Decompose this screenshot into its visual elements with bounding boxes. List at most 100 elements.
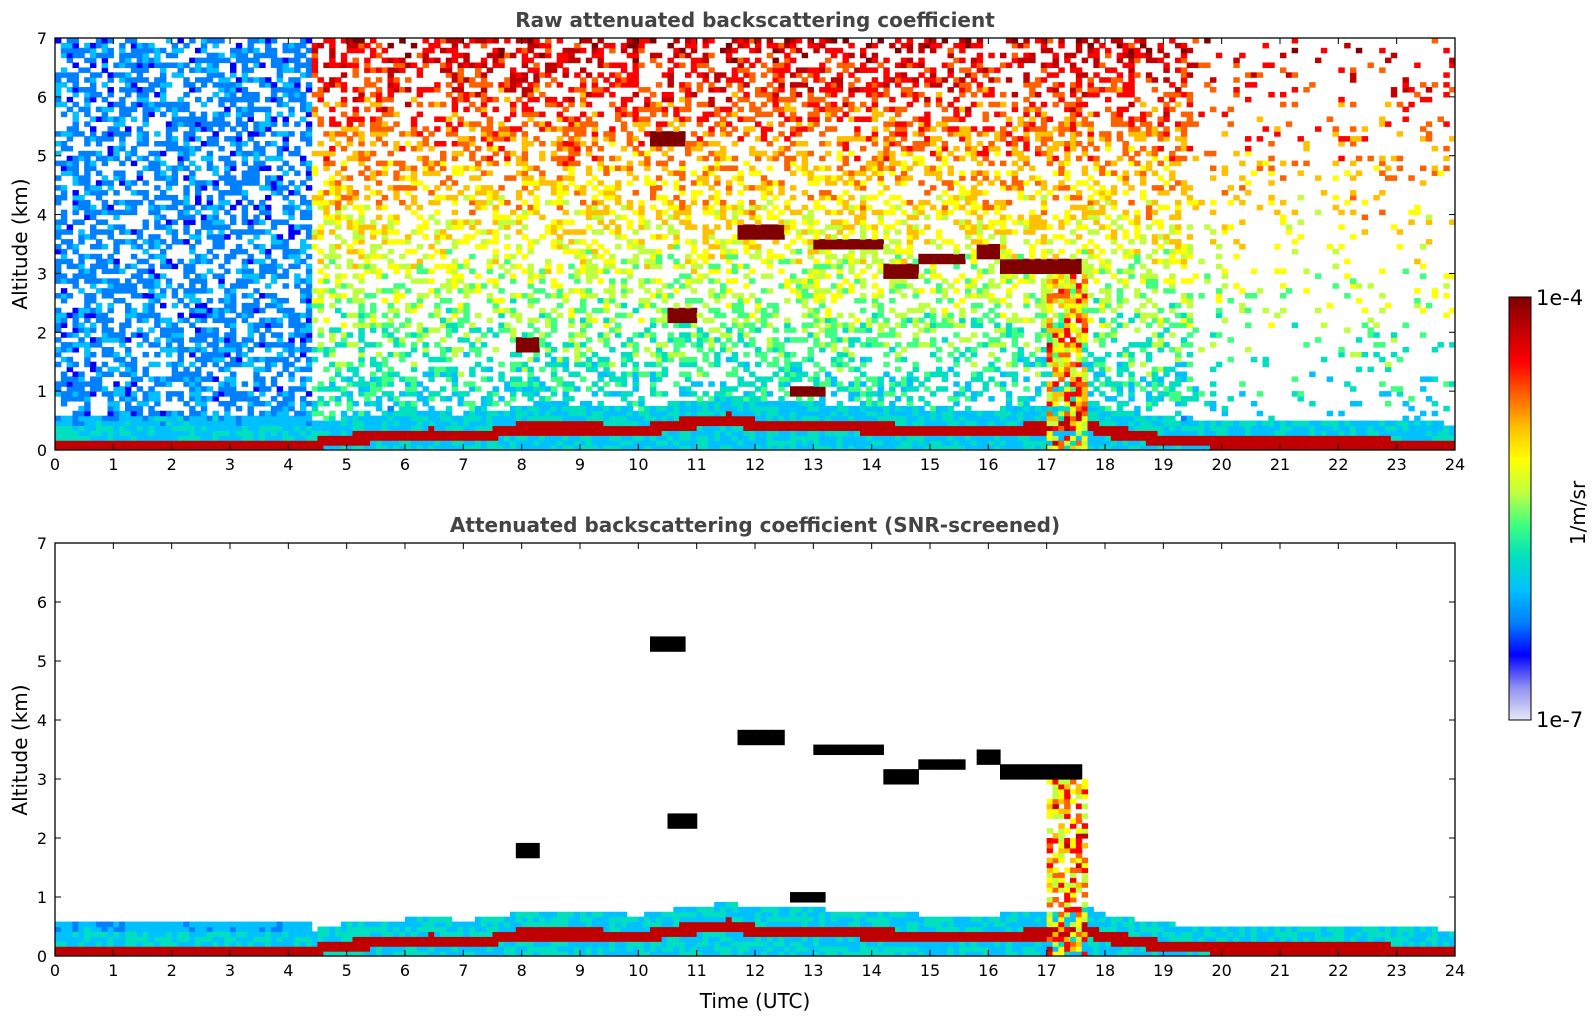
heatmap-cell bbox=[142, 47, 149, 54]
heatmap-cell bbox=[265, 415, 272, 422]
heatmap-cell bbox=[615, 322, 622, 328]
heatmap-cell bbox=[212, 204, 219, 211]
heatmap-cell bbox=[661, 307, 669, 314]
heatmap-cell bbox=[393, 141, 400, 147]
heatmap-cell bbox=[288, 263, 295, 270]
heatmap-cell bbox=[119, 337, 126, 343]
heatmap-cell bbox=[235, 356, 243, 363]
heatmap-cell bbox=[189, 386, 196, 392]
heatmap-cell bbox=[265, 96, 272, 103]
heatmap-cell bbox=[463, 52, 470, 59]
heatmap-cell bbox=[562, 361, 569, 368]
heatmap-cell bbox=[521, 175, 529, 181]
heatmap-cell bbox=[323, 366, 330, 373]
heatmap-cell bbox=[451, 351, 459, 358]
heatmap-cell bbox=[148, 361, 155, 368]
heatmap-cell bbox=[171, 199, 179, 206]
heatmap-cell bbox=[259, 386, 266, 392]
heatmap-cell bbox=[305, 337, 313, 343]
heatmap-cell bbox=[510, 415, 517, 422]
heatmap-cell bbox=[591, 111, 599, 118]
heatmap-cell bbox=[667, 332, 674, 338]
heatmap-cell bbox=[224, 425, 231, 431]
heatmap-cell bbox=[148, 396, 155, 402]
heatmap-cell bbox=[142, 435, 149, 441]
heatmap-cell bbox=[101, 332, 109, 338]
heatmap-cell bbox=[352, 234, 359, 240]
heatmap-cell bbox=[195, 440, 202, 446]
heatmap-cell bbox=[165, 180, 173, 186]
heatmap-cell bbox=[475, 229, 482, 235]
heatmap-cell bbox=[410, 229, 418, 235]
heatmap-cell bbox=[673, 116, 680, 122]
heatmap-cell bbox=[171, 425, 179, 431]
heatmap-cell bbox=[171, 52, 179, 59]
heatmap-cell bbox=[177, 332, 184, 338]
heatmap-cell bbox=[165, 347, 173, 353]
heatmap-cell bbox=[55, 307, 62, 314]
heatmap-cell bbox=[119, 180, 126, 186]
heatmap-cell bbox=[650, 52, 657, 59]
heatmap-cell bbox=[352, 96, 359, 103]
heatmap-cell bbox=[375, 244, 383, 250]
heatmap-cell bbox=[311, 91, 319, 98]
heatmap-cell bbox=[568, 273, 575, 279]
panel1-title: Raw attenuated backscattering coefficien… bbox=[515, 8, 995, 32]
heatmap-cell bbox=[440, 386, 447, 392]
heatmap-cell bbox=[690, 381, 698, 387]
heatmap-cell bbox=[72, 121, 79, 127]
heatmap-cell bbox=[387, 239, 394, 245]
heatmap-cell bbox=[148, 253, 155, 260]
heatmap-cell bbox=[679, 87, 686, 93]
heatmap-cell bbox=[504, 445, 511, 450]
heatmap-cell bbox=[597, 155, 604, 162]
heatmap-cell bbox=[78, 253, 85, 260]
heatmap-cell bbox=[224, 224, 231, 230]
heatmap-cell bbox=[364, 194, 371, 201]
heatmap-cell bbox=[632, 111, 639, 118]
heatmap-cell bbox=[492, 209, 499, 216]
heatmap-cell bbox=[78, 396, 85, 402]
heatmap-cell bbox=[650, 263, 657, 270]
heatmap-cell bbox=[539, 121, 546, 127]
heatmap-cell bbox=[60, 160, 68, 167]
heatmap-cell bbox=[469, 415, 476, 422]
heatmap-cell bbox=[78, 194, 85, 201]
heatmap-cell bbox=[165, 165, 173, 172]
heatmap-cell bbox=[515, 38, 523, 44]
heatmap-cell bbox=[381, 121, 389, 127]
heatmap-cell bbox=[370, 307, 377, 314]
heatmap-cell bbox=[276, 405, 284, 412]
heatmap-cell bbox=[416, 111, 424, 118]
heatmap-cell bbox=[638, 199, 645, 206]
heatmap-cell bbox=[591, 136, 599, 142]
heatmap-cell bbox=[620, 435, 628, 441]
heatmap-cell bbox=[282, 445, 289, 450]
heatmap-cell bbox=[125, 347, 132, 353]
heatmap-cell bbox=[655, 101, 663, 108]
heatmap-cell bbox=[568, 219, 575, 225]
heatmap-cell bbox=[270, 62, 278, 69]
heatmap-cell bbox=[352, 87, 359, 93]
heatmap-cell bbox=[95, 278, 103, 284]
heatmap-cell bbox=[119, 410, 126, 417]
heatmap-cell bbox=[463, 239, 470, 245]
heatmap-cell bbox=[340, 440, 348, 446]
heatmap-cell bbox=[463, 234, 470, 240]
heatmap-cell bbox=[276, 150, 284, 157]
heatmap-cell bbox=[533, 67, 540, 73]
heatmap-cell bbox=[597, 445, 604, 450]
heatmap-cell bbox=[434, 293, 441, 299]
heatmap-cell bbox=[55, 327, 62, 333]
heatmap-cell bbox=[230, 302, 237, 309]
heatmap-cell bbox=[655, 430, 663, 436]
heatmap-cell bbox=[125, 82, 132, 88]
heatmap-cell bbox=[346, 121, 354, 127]
heatmap-cell bbox=[288, 111, 295, 118]
heatmap-cell bbox=[119, 42, 126, 49]
heatmap-cell bbox=[451, 47, 459, 54]
heatmap-cell bbox=[685, 376, 692, 382]
heatmap-cell bbox=[463, 317, 470, 324]
heatmap-cell bbox=[329, 57, 336, 64]
heatmap-cell bbox=[142, 283, 149, 289]
